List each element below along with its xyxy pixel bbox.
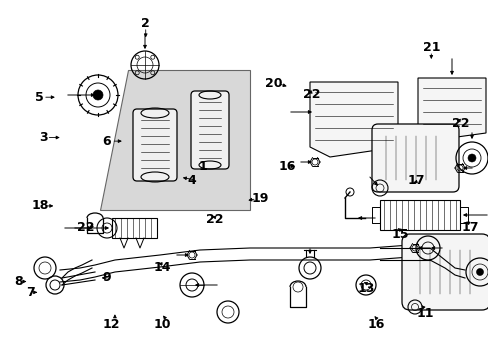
Circle shape	[475, 269, 483, 275]
Text: 16: 16	[367, 318, 385, 330]
Bar	[379, 200, 459, 230]
Text: 17: 17	[461, 221, 478, 234]
Text: 11: 11	[416, 307, 433, 320]
Text: 1: 1	[198, 160, 207, 173]
FancyBboxPatch shape	[401, 234, 488, 310]
Text: 22: 22	[303, 88, 320, 101]
Text: 16: 16	[278, 160, 296, 173]
FancyBboxPatch shape	[371, 124, 458, 192]
Text: 15: 15	[390, 228, 408, 241]
Text: 7: 7	[26, 286, 35, 299]
Bar	[112, 218, 157, 238]
Text: 9: 9	[102, 271, 111, 284]
Text: 19: 19	[251, 192, 268, 205]
Polygon shape	[309, 82, 397, 157]
Text: 6: 6	[102, 135, 111, 148]
Text: 17: 17	[407, 174, 425, 187]
Text: 10: 10	[153, 318, 171, 331]
Text: 22: 22	[451, 117, 468, 130]
Text: 22: 22	[77, 221, 94, 234]
Text: 20: 20	[264, 77, 282, 90]
FancyBboxPatch shape	[133, 109, 177, 181]
Circle shape	[93, 90, 103, 100]
Text: 13: 13	[356, 282, 374, 295]
Text: 18: 18	[31, 199, 49, 212]
Text: 21: 21	[422, 41, 439, 54]
Text: 12: 12	[102, 318, 120, 331]
Text: 8: 8	[14, 275, 23, 288]
Polygon shape	[417, 78, 485, 141]
Text: 5: 5	[35, 91, 43, 104]
Text: 22: 22	[206, 213, 224, 226]
Text: 4: 4	[187, 174, 196, 186]
Circle shape	[467, 154, 475, 162]
Text: 14: 14	[153, 261, 171, 274]
Text: 3: 3	[39, 131, 47, 144]
Polygon shape	[100, 70, 249, 210]
Text: 2: 2	[141, 17, 150, 30]
FancyBboxPatch shape	[191, 91, 228, 169]
